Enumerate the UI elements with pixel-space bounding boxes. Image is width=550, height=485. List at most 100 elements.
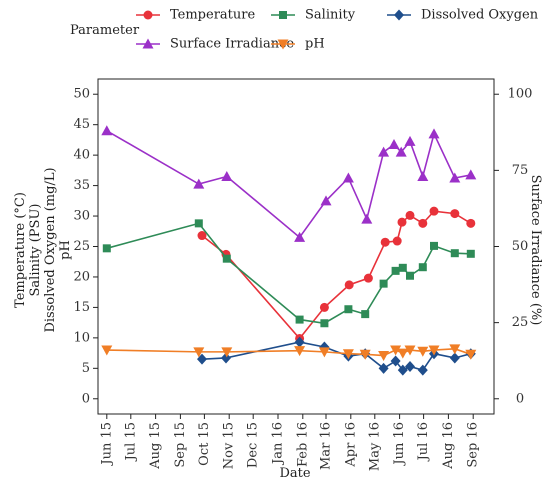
series-dissolved-oxygen [197,336,476,376]
series-surface-irradiance [101,125,477,242]
ph-point [193,347,205,358]
y-axis-left-label-line: Temperature (°C) [13,192,28,308]
x-tick-label: Sep 16 [466,422,481,468]
ph-point [294,346,306,357]
legend-title: Parameter [70,23,140,38]
salinity-point [406,271,414,280]
surface-irradiance-point [320,195,332,206]
surface-irradiance-point [417,170,429,181]
x-tick-label: Jun 16 [392,422,407,467]
y-left-tick-label: 0 [82,391,90,406]
y-right-tick-label: 100 [508,87,533,102]
y-right-tick-label: 25 [512,315,529,330]
temperature-point [466,218,476,228]
legend-entry-dissolved-oxygen: Dissolved Oxygen [387,8,539,23]
series-salinity [102,219,475,328]
surface-irradiance-point [465,169,477,180]
salinity-point [450,249,459,258]
legend-label: Salinity [305,8,356,23]
dissolved-oxygen-point [294,336,305,348]
ph-point [101,345,113,356]
surface-irradiance-point [101,125,113,136]
x-tick-label: Jul 16 [416,422,431,462]
salinity-point [391,266,400,275]
y-right-tick-label: 0 [516,391,524,406]
x-tick-label: Nov 15 [222,422,237,469]
legend-label: Temperature [170,8,255,23]
ph-point [404,345,416,356]
legend-swatch-marker [277,39,289,50]
surface-irradiance-point [404,135,416,146]
legend-swatch-marker [143,10,153,20]
salinity-point [398,263,407,272]
y-axis-right-label: Surface Irradiance (%) [528,175,543,326]
y-left-tick-label: 40 [73,148,90,163]
legend-swatch-marker [142,38,154,49]
surface-irradiance-point [361,213,373,224]
series-ph [101,344,477,362]
legend-label: Dissolved Oxygen [421,8,539,23]
surface-irradiance-line [106,130,471,239]
x-tick-label: Aug 15 [148,422,163,470]
temperature-point [363,273,373,283]
legend-swatch-marker [279,11,287,19]
y-left-tick-label: 5 [82,361,90,376]
surface-irradiance-point [221,170,233,181]
salinity-point [295,315,304,324]
surface-irradiance-point [388,138,400,149]
salinity-point [222,254,231,263]
dissolved-oxygen-point [221,352,231,364]
salinity-point [379,279,388,288]
x-axis: Jun 15 Jul 15 Aug 15 Sep 15 Oct 15 Nov 15 Dec … [99,414,481,471]
ph-point [390,345,402,356]
x-tick-label: Apr 16 [343,422,358,468]
y-axis-left: 0 5 10 15 20 25 30 35 40 45 50 Temperature (°C) Sali… [13,87,98,406]
salinity-point [361,310,370,319]
surface-irradiance-point [378,146,390,157]
x-axis-label: Date [279,466,310,481]
y-axis-right: 0 25 50 75 100 [494,87,533,406]
ph-point [465,349,477,360]
ph-point [417,346,429,357]
y-axis-left-label-line: Dissolved Oxygen (mg/L) [43,167,58,332]
legend: Parameter Surface Irradiance Temperature S… [70,8,539,52]
y-left-tick-label: 30 [73,209,90,224]
temperature-point [392,236,402,246]
dissolved-oxygen-point [197,353,207,365]
x-tick-label: Oct 15 [197,422,212,466]
x-tick-label: Jul 15 [123,422,138,462]
ph-point [359,349,371,360]
y-left-tick-label: 10 [73,330,90,345]
surface-irradiance-point [294,231,306,242]
legend-entry-temperature: Temperature [136,8,255,23]
dissolved-oxygen-point [390,355,401,367]
x-tick-label: Jan 16 [271,422,286,466]
temperature-point [405,210,415,220]
legend-label: pH [305,37,325,52]
salinity-point [320,319,329,328]
surface-irradiance-point [193,178,205,189]
y-axis-left-label-line: Salinity (PSU) [28,204,43,297]
y-left-tick-label: 35 [73,178,90,193]
x-tick-label: Feb 16 [295,422,310,467]
series-layer [101,125,477,376]
temperature-point [380,237,390,247]
salinity-line [106,222,471,325]
x-tick-label: Jun 15 [99,422,114,467]
ph-point [342,349,354,360]
dissolved-oxygen-point [378,362,389,374]
temperature-point [197,231,207,241]
salinity-point [466,249,475,258]
surface-irradiance-point [395,146,407,157]
dissolved-oxygen-point [417,364,428,376]
dissolved-oxygen-point [397,364,408,376]
temperature-point [319,302,329,312]
temperature-point [450,209,460,219]
temperature-point [418,218,428,228]
x-tick-label: Dec 15 [246,422,261,468]
surface-irradiance-point [449,172,461,183]
salinity-point [102,244,111,253]
ph-point [397,348,409,359]
legend-label: Surface Irradiance [170,37,294,52]
